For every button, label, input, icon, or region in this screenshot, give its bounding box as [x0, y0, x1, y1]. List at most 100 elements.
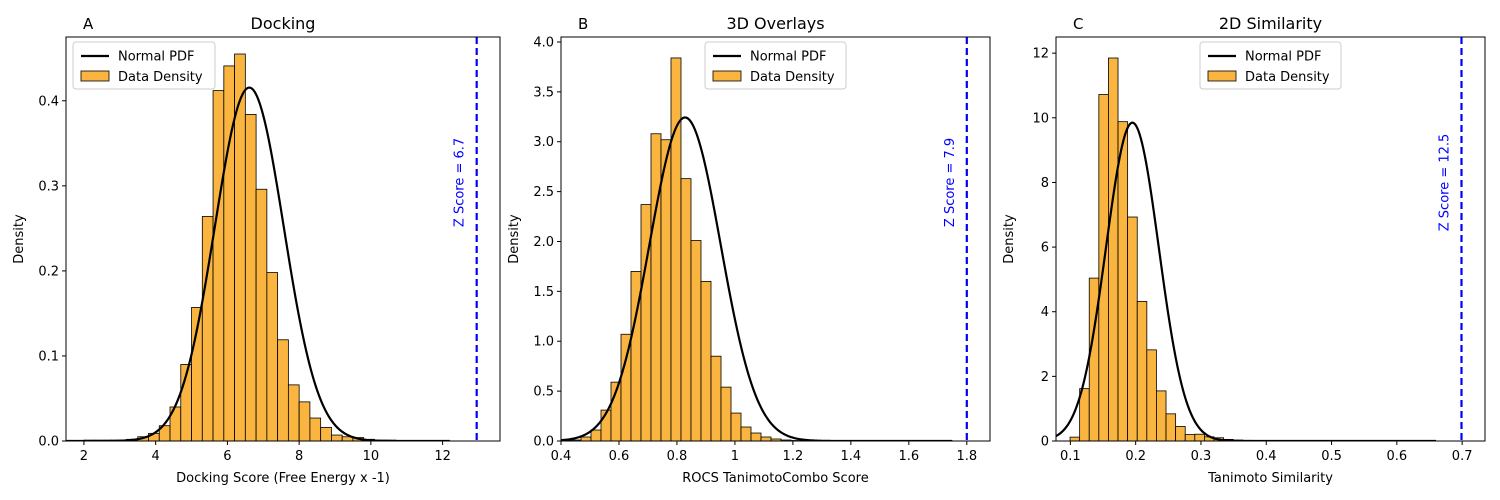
histogram-bar	[1175, 426, 1186, 441]
histogram-bar	[700, 280, 712, 441]
panel-letter: C	[1073, 15, 1083, 33]
y-tick-label: 10	[1032, 111, 1049, 126]
plot-area	[561, 57, 953, 441]
z-score-label: Z Score = 7.9	[943, 138, 958, 227]
y-tick-label: 3.5	[533, 85, 554, 100]
y-tick-label: 0.5	[533, 385, 554, 400]
panel-letter: A	[83, 15, 94, 33]
histogram-bar	[1165, 413, 1177, 441]
legend-entry-normal-pdf: Normal PDF	[118, 50, 195, 65]
x-tick-label: 2	[80, 449, 88, 464]
x-tick-label: 1	[731, 449, 739, 464]
histogram-bar	[1108, 57, 1119, 441]
x-axis-label: ROCS TanimotoCombo Score	[682, 471, 868, 486]
histogram-bar	[620, 333, 632, 441]
legend-bar-swatch	[1207, 70, 1237, 82]
panel-letter: B	[578, 15, 588, 33]
histogram-bar	[298, 401, 311, 441]
y-axis-label: Density	[1002, 214, 1017, 264]
histogram-bar	[1194, 433, 1205, 441]
legend-entry-data-density: Data Density	[118, 70, 203, 85]
y-tick-label: 1.5	[533, 285, 554, 300]
legend-entry-normal-pdf: Normal PDF	[1245, 50, 1322, 65]
plot-area	[1056, 57, 1437, 441]
panel-docking: Z Score = 6.7 2 4 6 8 10 12 0.0 0.1 0.2 0.3 0.4 Dock…	[12, 14, 501, 486]
x-axis-label: Docking Score (Free Energy x -1)	[176, 471, 390, 486]
histogram-bar	[320, 426, 332, 441]
histogram-bar	[287, 384, 300, 441]
panel-title: Docking	[251, 14, 316, 33]
y-tick-label: 3.0	[533, 135, 554, 150]
panel-2d-similarity: Z Score = 12.5 0.1 0.2 0.3 0.4 0.5 0.6 0.7 0 2 4 6 8…	[1002, 14, 1486, 486]
y-tick-label: 0.0	[38, 435, 59, 450]
histogram-bar	[277, 339, 289, 441]
x-tick-label: 6	[223, 449, 231, 464]
histogram-bar	[660, 139, 672, 441]
y-tick-label: 8	[1041, 176, 1049, 191]
histogram-bar	[1146, 349, 1157, 441]
x-tick-label: 0.8	[667, 449, 688, 464]
y-tick-label: 0.0	[533, 435, 554, 450]
plot-area	[66, 53, 451, 441]
x-tick-label: 0.4	[551, 449, 572, 464]
histogram-bar	[760, 436, 772, 441]
x-tick-label: 8	[295, 449, 303, 464]
x-tick-label: 0.7	[1452, 449, 1473, 464]
legend: Normal PDF Data Density	[704, 41, 847, 90]
z-score-label: Z Score = 12.5	[1437, 134, 1452, 232]
legend-bar-swatch	[712, 70, 742, 82]
x-tick-label: 0.6	[609, 449, 630, 464]
x-tick-label: 1.8	[956, 449, 977, 464]
axes-frame	[65, 36, 501, 442]
panel-title: 3D Overlays	[726, 14, 824, 33]
legend-entry-data-density: Data Density	[750, 70, 835, 85]
histogram-bar	[255, 188, 268, 441]
histogram-bar	[750, 432, 762, 441]
histogram-bar	[690, 240, 702, 441]
y-tick-label: 0.3	[38, 179, 59, 194]
histogram-bar	[710, 355, 722, 441]
y-tick-label: 0.4	[38, 94, 59, 109]
histogram-bar	[580, 436, 592, 441]
legend: Normal PDF Data Density	[1199, 41, 1342, 90]
histogram-bar	[680, 178, 692, 441]
histogram-bar	[730, 412, 742, 441]
histogram-bar	[720, 386, 732, 441]
histogram-bar	[1136, 300, 1148, 441]
histogram-bar	[650, 133, 662, 441]
x-tick-label: 0.1	[1060, 449, 1081, 464]
x-tick-label: 1.4	[841, 449, 862, 464]
y-tick-label: 1.0	[533, 335, 554, 350]
histogram-bar	[1184, 434, 1196, 441]
histogram-bar	[1069, 436, 1081, 441]
legend-entry-data-density: Data Density	[1245, 70, 1330, 85]
y-axis-label: Density	[507, 214, 522, 264]
x-tick-label: 0.6	[1387, 449, 1408, 464]
y-tick-label: 2.5	[533, 185, 554, 200]
y-tick-label: 4.0	[533, 35, 554, 50]
z-score-label: Z Score = 6.7	[453, 138, 468, 227]
histogram-bar	[266, 272, 279, 441]
y-tick-label: 0	[1041, 435, 1049, 450]
x-tick-label: 0.5	[1321, 449, 1342, 464]
histogram-bar	[1127, 216, 1138, 441]
y-tick-label: 0.1	[38, 349, 59, 364]
histogram-bar	[1117, 121, 1129, 441]
legend-bar-swatch	[80, 70, 110, 82]
histogram-bar	[212, 90, 225, 441]
histogram-bar	[331, 434, 343, 441]
x-tick-label: 4	[152, 449, 160, 464]
y-tick-label: 2.0	[533, 235, 554, 250]
panel-3d-overlays: Z Score = 7.9 0.4 0.6 0.8 1 1.2 1.4 1.6 1.8 0.0 0.…	[507, 14, 991, 486]
histogram-bar	[309, 417, 322, 441]
histogram-bar	[740, 426, 752, 441]
normal-pdf-line	[561, 116, 953, 441]
x-tick-label: 0.3	[1191, 449, 1212, 464]
y-tick-label: 4	[1041, 305, 1049, 320]
panel-title: 2D Similarity	[1219, 14, 1322, 33]
legend-entry-normal-pdf: Normal PDF	[750, 50, 827, 65]
x-axis-label: Tanimoto Similarity	[1207, 471, 1333, 486]
histogram-bar	[590, 429, 602, 441]
x-tick-label: 1.6	[898, 449, 919, 464]
